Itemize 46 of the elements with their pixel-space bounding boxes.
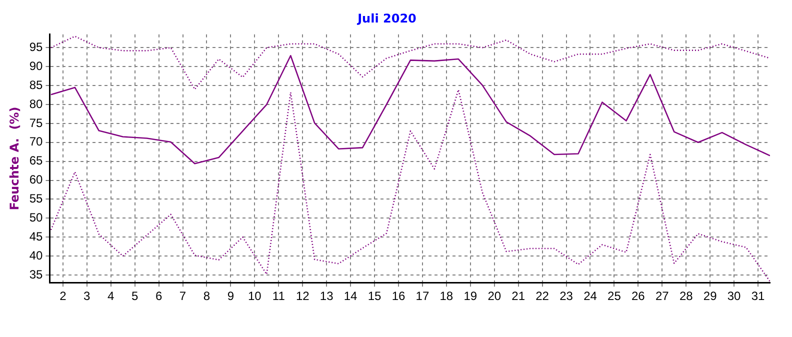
y-axis-title: Feuchte A. (%) xyxy=(7,106,22,210)
x-tick-label: 9 xyxy=(227,289,234,304)
y-tick-label: 45 xyxy=(29,229,44,244)
y-tick-label: 75 xyxy=(29,116,44,130)
x-tick-label: 17 xyxy=(416,289,430,304)
x-tick-label: 28 xyxy=(679,289,694,304)
y-tick-label: 80 xyxy=(29,96,44,111)
x-tick-label: 7 xyxy=(179,289,186,304)
y-tick-label: 50 xyxy=(29,210,44,224)
y-tick-label: 60 xyxy=(29,172,44,187)
x-tick-label: 26 xyxy=(631,289,646,304)
x-tick-label: 24 xyxy=(584,289,598,304)
y-tick-label: 40 xyxy=(29,248,44,262)
x-tick-label: 14 xyxy=(344,289,358,304)
y-tick-label: 95 xyxy=(29,40,44,54)
x-tick-label: 4 xyxy=(108,289,115,304)
x-tick-label: 18 xyxy=(440,289,454,304)
x-tick-label: 12 xyxy=(296,289,310,304)
x-tick-label: 25 xyxy=(608,289,622,304)
x-tick-label: 13 xyxy=(320,289,334,304)
x-tick-label: 2 xyxy=(60,289,67,304)
x-tick-label: 16 xyxy=(392,289,406,304)
x-tick-label: 29 xyxy=(703,289,718,304)
y-tick-label: 55 xyxy=(29,192,44,206)
x-tick-label: 11 xyxy=(272,289,286,304)
x-tick-label: 20 xyxy=(488,289,502,304)
x-tick-label: 31 xyxy=(751,289,766,304)
line-series xyxy=(50,36,770,90)
x-tick-label: 23 xyxy=(560,289,574,304)
x-tick-label: 27 xyxy=(655,289,670,304)
y-tick-label: 65 xyxy=(29,154,44,168)
x-tick-label: 10 xyxy=(248,289,262,304)
x-tick-label: 6 xyxy=(155,289,162,304)
x-tick-label: 21 xyxy=(512,289,526,304)
x-tick-label: 8 xyxy=(203,289,210,304)
x-tick-label: 19 xyxy=(464,289,478,304)
x-tick-label: 5 xyxy=(131,289,138,304)
y-tick-label: 85 xyxy=(29,78,44,92)
y-tick-label: 70 xyxy=(29,134,44,149)
x-tick-label: 30 xyxy=(727,289,742,304)
x-tick-label: 22 xyxy=(536,289,550,304)
y-tick-label: 90 xyxy=(29,58,44,73)
chart-title: Juli 2020 xyxy=(356,11,416,26)
x-tick-label: 3 xyxy=(84,289,91,304)
y-tick-label: 35 xyxy=(29,267,44,282)
x-tick-label: 15 xyxy=(368,289,382,304)
